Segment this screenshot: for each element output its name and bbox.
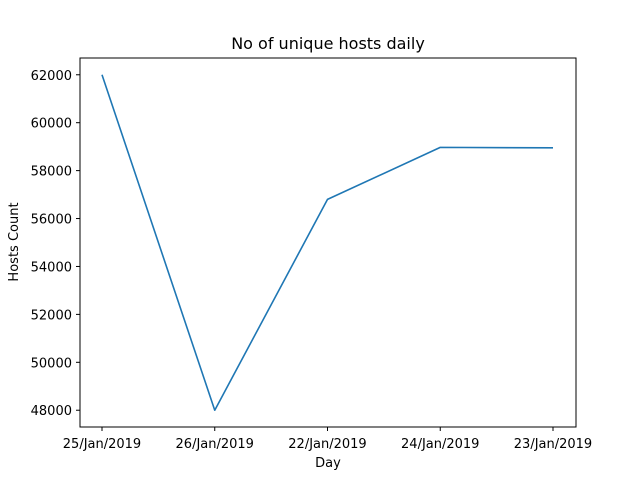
- y-tick-label: 60000: [31, 117, 72, 132]
- y-axis: 48000 50000 52000 54000 56000 58000 60000 62000: [31, 69, 80, 419]
- y-tick-label: 56000: [31, 213, 72, 228]
- x-axis: 25/Jan/2019 26/Jan/2019 22/Jan/2019 24/Jan/…: [63, 427, 592, 452]
- y-tick-label: 58000: [31, 165, 72, 180]
- y-tick-label: 50000: [31, 356, 72, 371]
- x-tick-label: 25/Jan/2019: [63, 437, 141, 452]
- y-tick-label: 62000: [31, 69, 72, 84]
- y-axis-label: Hosts Count: [7, 202, 22, 281]
- y-tick-label: 48000: [31, 404, 72, 419]
- y-tick-label: 54000: [31, 260, 72, 275]
- series-layer: [101, 74, 554, 412]
- x-tick-label: 24/Jan/2019: [401, 437, 479, 452]
- x-tick-label: 26/Jan/2019: [176, 437, 254, 452]
- plot-area-frame: [79, 57, 577, 428]
- series-line: [101, 74, 554, 412]
- y-tick-label: 52000: [31, 308, 72, 323]
- x-tick-label: 22/Jan/2019: [288, 437, 366, 452]
- x-axis-label: Day: [315, 456, 341, 471]
- x-tick-label: 23/Jan/2019: [514, 437, 592, 452]
- chart-title: No of unique hosts daily: [231, 34, 425, 53]
